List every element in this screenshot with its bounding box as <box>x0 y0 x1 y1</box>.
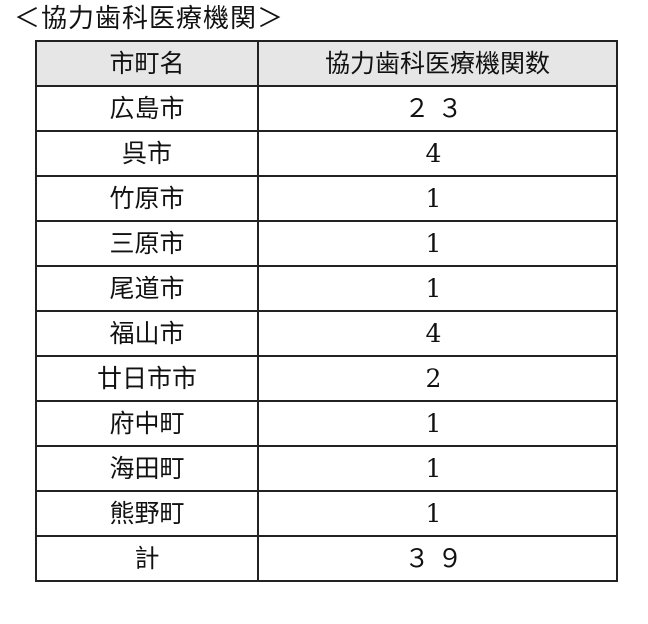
table-row: 竹原市 1 <box>35 175 618 222</box>
clinic-count-cell: 1 <box>257 400 618 447</box>
municipality-cell: 府中町 <box>35 400 259 447</box>
header-municipality: 市町名 <box>35 40 259 87</box>
municipality-cell: 呉市 <box>35 130 259 177</box>
total-row: 計 ３９ <box>35 535 618 582</box>
table-row: 福山市 4 <box>35 310 618 357</box>
clinic-count-cell: ２３ <box>257 85 618 132</box>
table-header-row: 市町名 協力歯科医療機関数 <box>35 40 618 87</box>
clinic-count-cell: 1 <box>257 445 618 492</box>
table-row: 府中町 1 <box>35 400 618 447</box>
table-row: 尾道市 1 <box>35 265 618 312</box>
clinic-table: 市町名 協力歯科医療機関数 広島市 ２３ 呉市 4 竹原市 1 三原市 1 尾道市 1 福山市 4 廿日… <box>35 40 618 582</box>
clinic-count-cell: 1 <box>257 490 618 537</box>
municipality-cell: 海田町 <box>35 445 259 492</box>
table-row: 三原市 1 <box>35 220 618 267</box>
page-title: ＜協力歯科医療機関＞ <box>14 4 285 34</box>
table-row: 廿日市市 2 <box>35 355 618 402</box>
table-row: 広島市 ２３ <box>35 85 618 132</box>
municipality-cell: 尾道市 <box>35 265 259 312</box>
municipality-cell: 熊野町 <box>35 490 259 537</box>
clinic-count-cell: 2 <box>257 355 618 402</box>
table-row: 呉市 4 <box>35 130 618 177</box>
municipality-cell: 廿日市市 <box>35 355 259 402</box>
clinic-count-cell: 1 <box>257 220 618 267</box>
header-clinic-count: 協力歯科医療機関数 <box>257 40 618 87</box>
municipality-cell: 広島市 <box>35 85 259 132</box>
table-row: 海田町 1 <box>35 445 618 492</box>
clinic-count-cell: 4 <box>257 310 618 357</box>
municipality-cell: 福山市 <box>35 310 259 357</box>
municipality-cell: 竹原市 <box>35 175 259 222</box>
table-row: 熊野町 1 <box>35 490 618 537</box>
municipality-cell: 三原市 <box>35 220 259 267</box>
clinic-count-cell: ３９ <box>257 535 618 582</box>
municipality-cell: 計 <box>35 535 259 582</box>
clinic-count-cell: 1 <box>257 175 618 222</box>
clinic-count-cell: 4 <box>257 130 618 177</box>
clinic-count-cell: 1 <box>257 265 618 312</box>
